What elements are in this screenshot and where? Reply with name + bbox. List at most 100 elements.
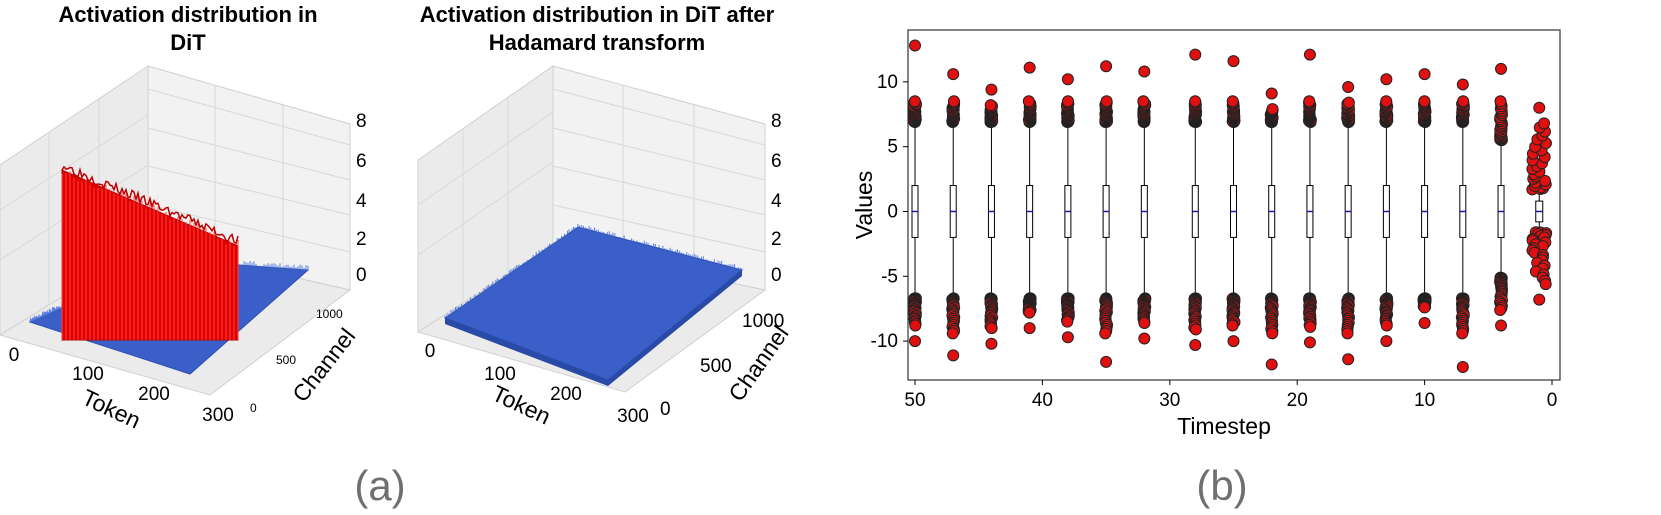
right-z-ticks: 0 2 4 6 8: [771, 111, 782, 286]
left-outlier-peaks: [61, 165, 239, 245]
outlier-lower: [1341, 327, 1354, 340]
y-tick-label: 10: [877, 72, 898, 93]
right-3d-plot: Activation distribution in DiT after Had…: [416, 2, 794, 430]
box-t38: [1060, 73, 1075, 344]
box-t1: [1526, 101, 1553, 306]
box-t7: [1455, 78, 1470, 374]
x-tick-label: 50: [904, 390, 925, 411]
outlier-lower: [1494, 304, 1507, 316]
outlier-min: [985, 337, 998, 350]
box-t28: [1188, 48, 1203, 351]
left-channel-ticks: 0 500 1000: [250, 307, 343, 415]
x-tick-label: 30: [1159, 390, 1180, 411]
box-plot-x-ticks: 50 40 30 20 10 0: [904, 380, 1557, 411]
right-surface-edge-side: [608, 270, 742, 386]
outlier-min: [1227, 335, 1240, 348]
left-z-tick-2: 2: [356, 229, 367, 250]
right-title-line1: Activation distribution in DiT after: [420, 2, 775, 27]
box-t22: [1264, 87, 1279, 371]
outlier-min: [1138, 332, 1151, 345]
outlier-min: [1342, 353, 1355, 366]
box-plot-y-ticks: -10 -5 0 5 10: [871, 72, 908, 352]
left-3d-plot: Activation distribution in DiT 0: [0, 2, 367, 434]
outlier-lower: [1226, 319, 1239, 332]
outlier-min: [1303, 336, 1316, 349]
left-z-ticks: 0 2 4 6 8: [356, 111, 367, 286]
left-token-tick-300: 300: [202, 405, 234, 426]
left-z-tick-4: 4: [356, 191, 367, 212]
left-token-ticks: 0 100 200 300: [9, 345, 234, 426]
outlier-min: [1456, 361, 1469, 374]
outlier-max: [1533, 101, 1546, 114]
outlier-lower: [985, 322, 998, 335]
outlier-upper: [1061, 95, 1074, 108]
outlier-max: [985, 83, 998, 96]
outlier-max: [1303, 48, 1316, 61]
outlier-max: [1456, 78, 1469, 91]
right-z-tick-0: 0: [771, 265, 782, 286]
outlier-upper: [1342, 96, 1355, 109]
right-channel-tick-500: 500: [700, 356, 732, 377]
outlier-lower: [1539, 278, 1552, 291]
box-plot-boxes: [908, 39, 1553, 374]
right-gridlines: [417, 86, 766, 303]
outlier-upper: [1266, 103, 1279, 116]
y-tick-label: 0: [887, 201, 898, 222]
outlier-lower: [1266, 327, 1279, 340]
outlier-min: [1265, 358, 1278, 371]
outlier-upper: [908, 95, 921, 108]
outlier-upper: [1494, 95, 1507, 108]
right-token-label: Token: [488, 380, 555, 430]
outlier-lower: [1418, 301, 1431, 314]
outlier-max: [1342, 81, 1355, 94]
box-t47: [946, 68, 961, 362]
box-t25: [1226, 55, 1241, 348]
left-title-line2: DiT: [170, 30, 206, 55]
outlier-lower: [1456, 327, 1469, 340]
left-token-label: Token: [78, 384, 145, 434]
outlier-min: [947, 349, 960, 362]
box-t50: [908, 39, 922, 348]
box-plot-xlabel: Timestep: [1177, 413, 1271, 439]
box-t32: [1137, 65, 1152, 345]
right-channel-tick-0: 0: [660, 399, 671, 420]
right-title-line2: Hadamard transform: [489, 30, 705, 55]
y-tick-label: -10: [871, 331, 898, 352]
outlier-max: [1138, 65, 1151, 78]
outlier-max: [1380, 73, 1393, 86]
y-tick-label: 5: [887, 137, 898, 158]
outlier-lower: [1138, 316, 1151, 329]
left-z-tick-0: 0: [356, 265, 367, 286]
outlier-upper: [1022, 95, 1035, 108]
outlier-upper: [1380, 95, 1393, 108]
outlier-lower: [946, 327, 959, 340]
outlier-min: [1023, 322, 1036, 335]
outlier-upper: [984, 99, 997, 112]
outlier-min: [1418, 316, 1431, 329]
left-channel-tick-500: 500: [276, 353, 296, 367]
left-channel-label: Channel: [287, 323, 360, 407]
left-token-tick-0: 0: [9, 345, 20, 366]
right-token-tick-0: 0: [425, 341, 436, 362]
outlier-lower: [1304, 320, 1317, 333]
right-channel-ticks: 0 500 1000: [660, 311, 784, 420]
outlier-upper: [1137, 95, 1150, 108]
right-z-tick-8: 8: [771, 111, 782, 132]
outlier-upper: [1418, 95, 1431, 108]
outlier-max: [1023, 61, 1036, 74]
box-plot-ylabel: Values: [851, 171, 877, 240]
outlier-upper: [1226, 95, 1239, 108]
box-t44: [984, 83, 999, 350]
box-t35: [1099, 60, 1114, 368]
left-title-line1: Activation distribution in: [58, 2, 317, 27]
right-token-tick-100: 100: [484, 364, 516, 385]
x-tick-label: 10: [1414, 390, 1435, 411]
left-token-tick-200: 200: [138, 384, 170, 405]
box-t13: [1379, 73, 1394, 348]
outlier-lower: [1099, 327, 1112, 340]
outlier-max: [1227, 55, 1240, 68]
right-z-tick-2: 2: [771, 229, 782, 250]
left-channel-tick-1000: 1000: [316, 307, 343, 321]
box-t10: [1417, 68, 1432, 329]
